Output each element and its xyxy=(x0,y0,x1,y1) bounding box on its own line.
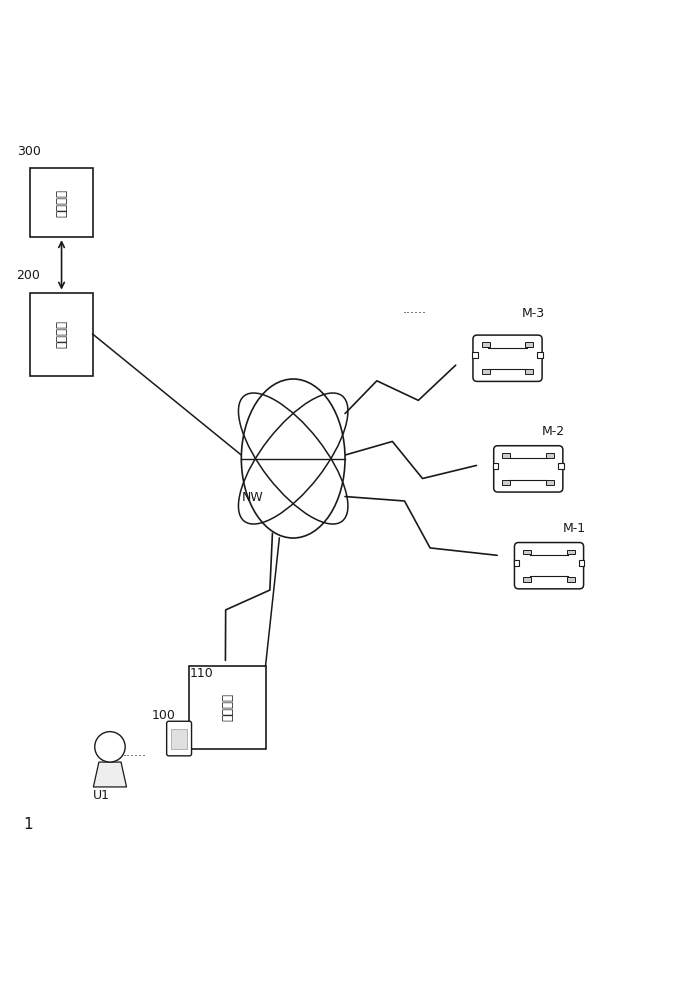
Circle shape xyxy=(95,732,125,762)
Text: M-2: M-2 xyxy=(542,425,565,438)
Text: ......: ...... xyxy=(122,746,146,759)
Text: 300: 300 xyxy=(17,145,40,158)
Bar xyxy=(523,577,531,582)
Bar xyxy=(526,369,533,374)
Text: M-3: M-3 xyxy=(521,307,544,320)
FancyBboxPatch shape xyxy=(31,168,93,237)
Text: 1: 1 xyxy=(24,817,33,832)
Bar xyxy=(171,729,187,749)
Ellipse shape xyxy=(241,379,345,538)
FancyBboxPatch shape xyxy=(514,543,583,589)
Text: U1: U1 xyxy=(93,789,109,802)
Text: M-1: M-1 xyxy=(563,522,586,535)
Bar xyxy=(503,480,510,485)
Bar xyxy=(503,453,510,458)
Text: 100: 100 xyxy=(151,709,176,722)
Text: ......: ...... xyxy=(402,303,426,316)
Bar xyxy=(493,463,498,469)
Text: NW: NW xyxy=(241,491,263,504)
Text: 服务应用: 服务应用 xyxy=(221,693,234,721)
Bar xyxy=(523,550,531,554)
FancyBboxPatch shape xyxy=(493,446,563,492)
Bar xyxy=(526,342,533,347)
Bar xyxy=(558,463,564,469)
Bar xyxy=(472,352,477,358)
Bar xyxy=(567,550,575,554)
Bar xyxy=(514,560,519,566)
FancyBboxPatch shape xyxy=(473,335,542,381)
Bar xyxy=(482,342,489,347)
Bar xyxy=(537,352,543,358)
Text: 200: 200 xyxy=(17,269,40,282)
Bar xyxy=(546,453,554,458)
Bar xyxy=(482,369,489,374)
Bar xyxy=(567,577,575,582)
FancyBboxPatch shape xyxy=(190,666,266,749)
Text: 管理装置: 管理装置 xyxy=(55,320,68,348)
Text: 110: 110 xyxy=(190,667,213,680)
Bar xyxy=(579,560,584,566)
FancyBboxPatch shape xyxy=(167,721,192,756)
Polygon shape xyxy=(93,762,127,787)
FancyBboxPatch shape xyxy=(31,293,93,376)
Text: 结算装置: 结算装置 xyxy=(55,189,68,217)
Bar xyxy=(546,480,554,485)
